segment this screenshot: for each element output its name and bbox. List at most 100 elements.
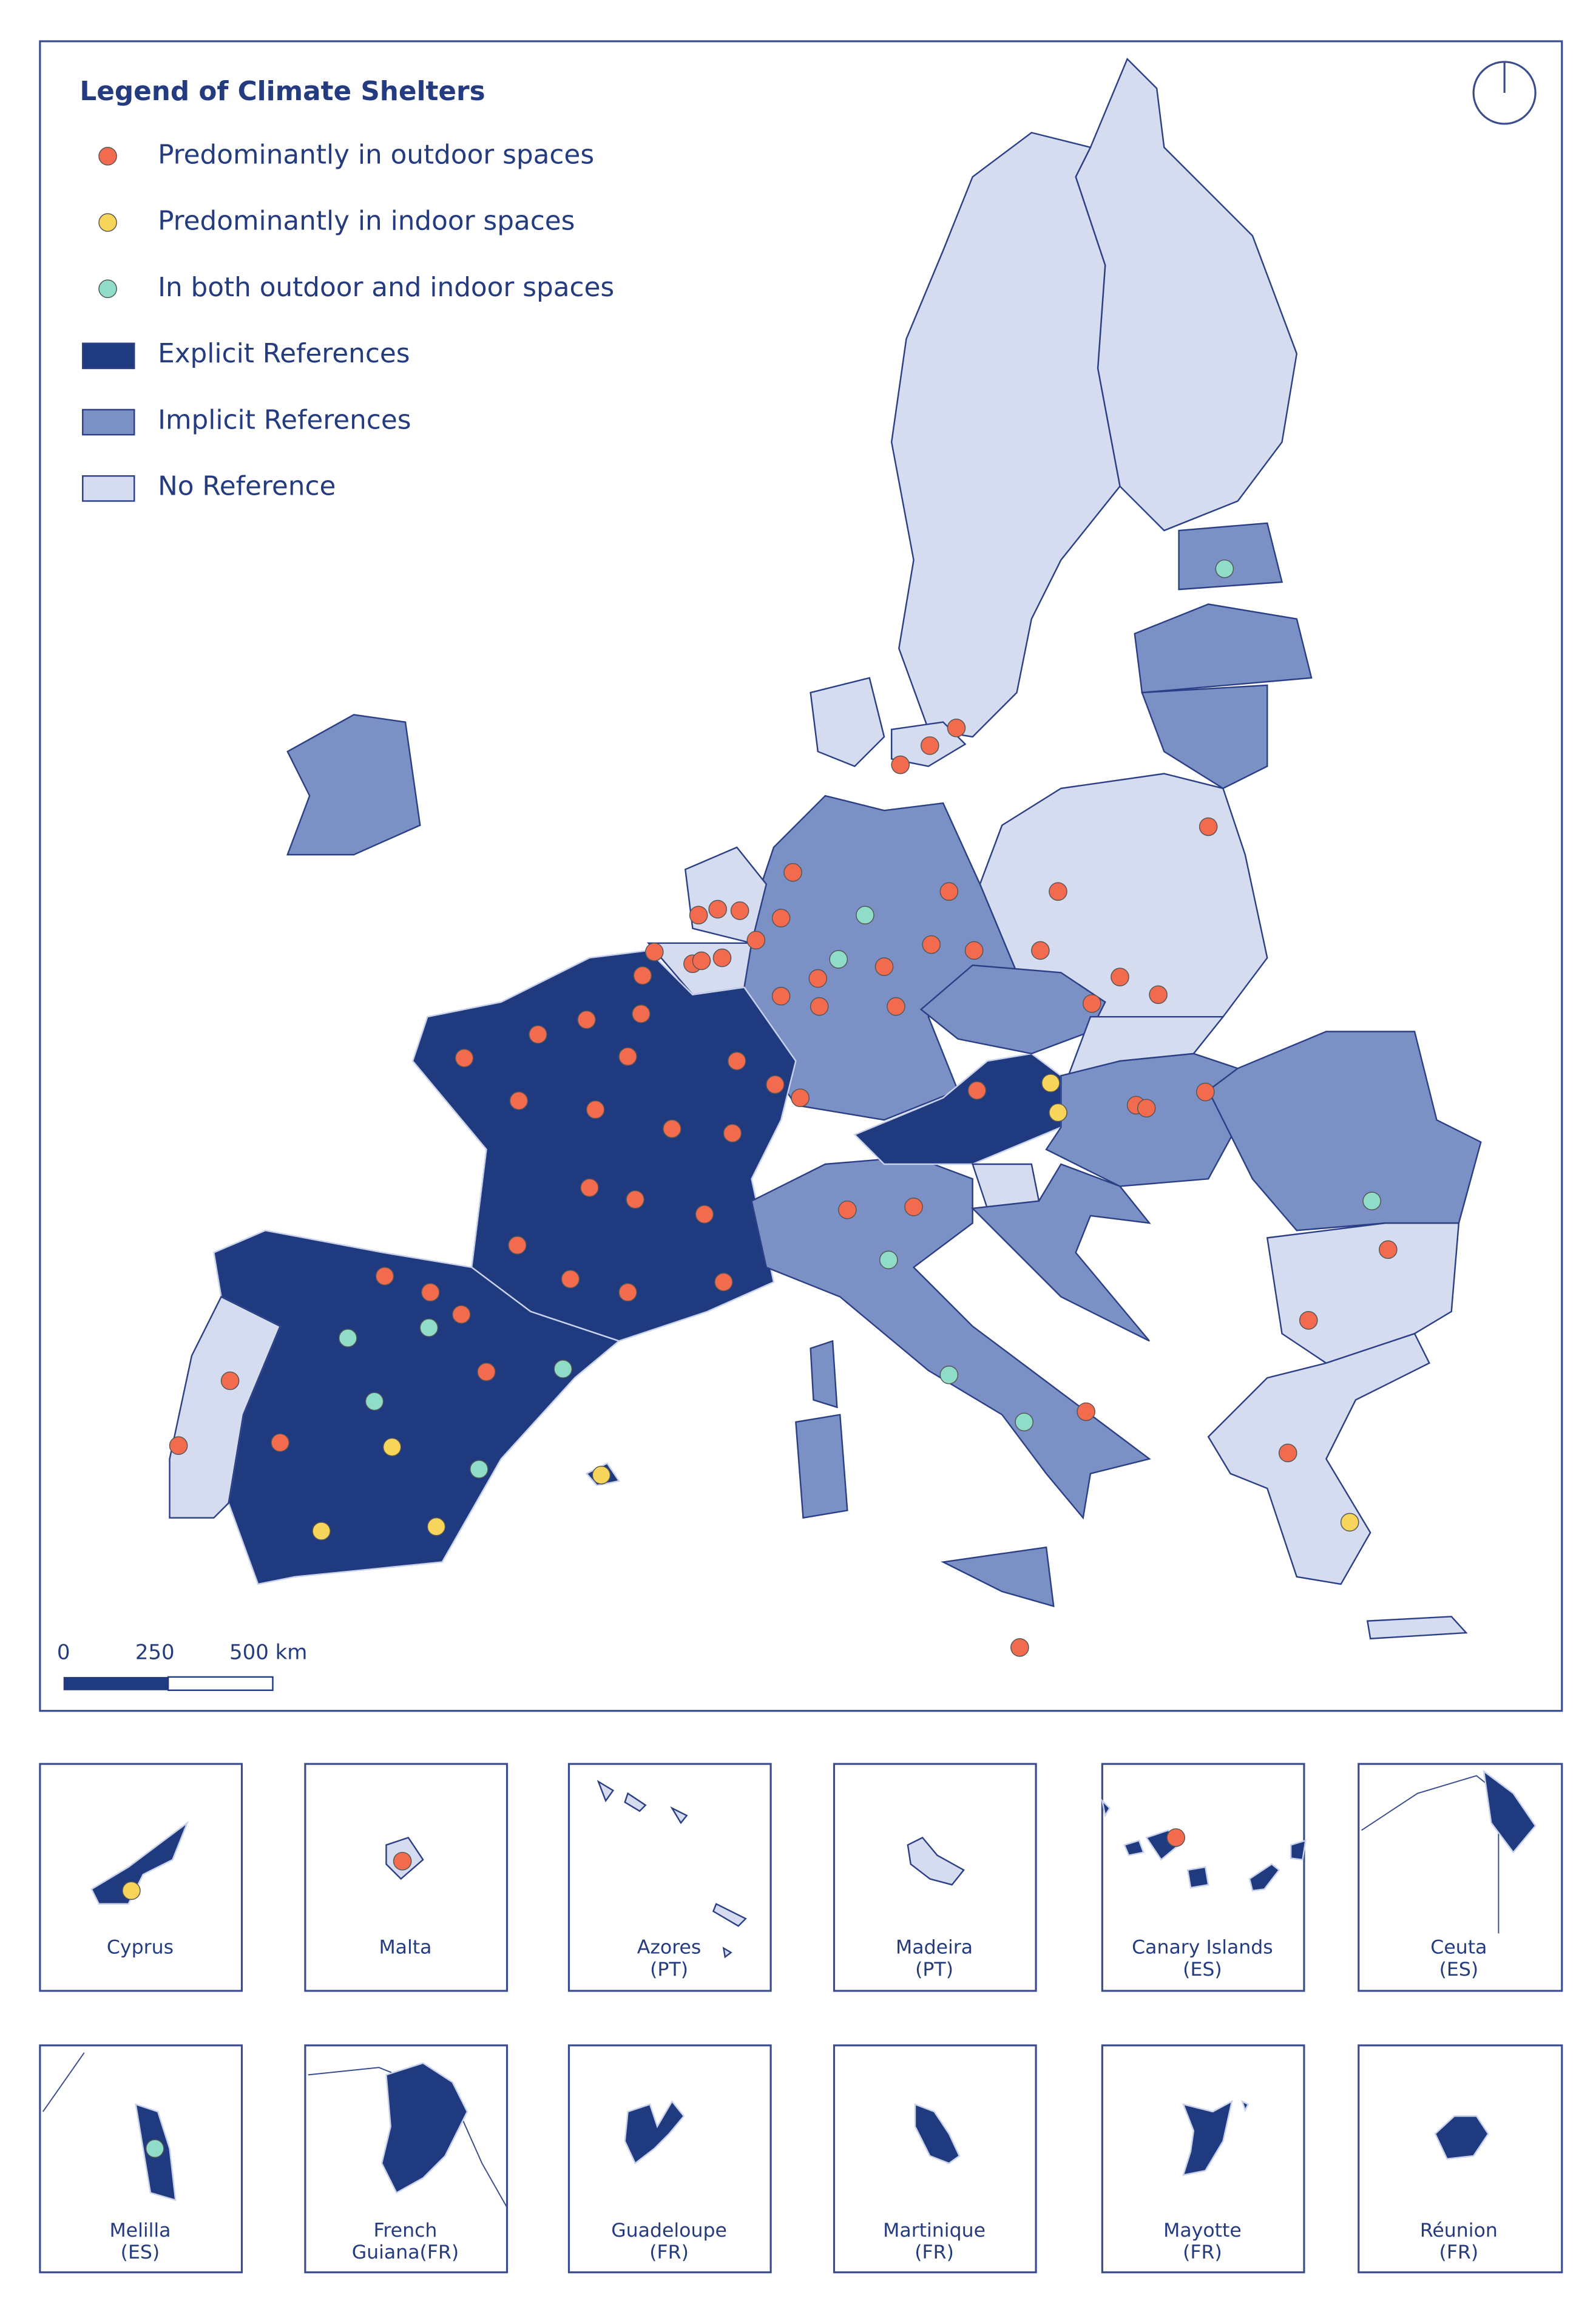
shelter-dot	[692, 951, 711, 971]
shelter-dot	[618, 1047, 637, 1066]
inset-frame	[39, 1763, 243, 1992]
inset-label: Guiana(FR)	[352, 2242, 459, 2263]
legend-label: Implicit References	[158, 404, 411, 435]
shelter-dot	[419, 1318, 439, 1337]
shelter-dot	[1362, 1191, 1381, 1210]
inset-frame	[304, 1763, 509, 1992]
legend	[82, 408, 135, 436]
legend	[82, 475, 135, 502]
country	[810, 677, 885, 767]
shelter-dot	[1340, 1513, 1359, 1532]
shelter-dot	[838, 1200, 857, 1219]
country	[1045, 1052, 1254, 1187]
inset-label: Cyprus	[107, 1937, 174, 1959]
shelter-dot	[1278, 1443, 1297, 1463]
inset-frame	[833, 2044, 1037, 2274]
legend	[98, 279, 117, 299]
country	[795, 1414, 848, 1519]
shelter-dot	[508, 1236, 527, 1255]
inset-frame	[1101, 1763, 1305, 1992]
inset-shape	[1186, 1866, 1209, 1889]
shelter-dot	[169, 1436, 188, 1456]
shelter-dot	[829, 950, 848, 969]
country	[810, 1340, 838, 1409]
inset-shape	[914, 2103, 961, 2164]
country	[890, 132, 1121, 738]
shelter-dot	[626, 1190, 645, 1209]
shelter-dot	[375, 1267, 394, 1286]
inset-shape	[1123, 1839, 1145, 1857]
inset-label: French	[374, 2220, 438, 2242]
country	[1134, 603, 1313, 694]
shelter-dot	[791, 1088, 810, 1108]
inset-shape	[1483, 1769, 1537, 1854]
inset-label: Réunion	[1420, 2220, 1498, 2242]
shelter-dot	[1077, 1402, 1095, 1422]
shelter-dot	[586, 1100, 605, 1119]
shelter-dot	[920, 736, 939, 755]
country	[751, 1156, 1151, 1520]
shelter-dot	[922, 935, 941, 954]
shelter-dot	[632, 1005, 651, 1023]
scale-bar	[63, 1676, 169, 1690]
inset-label: Azores	[637, 1937, 702, 1959]
inset-label: (FR)	[1183, 2242, 1222, 2263]
inset-frame	[1358, 2044, 1563, 2274]
country	[1178, 522, 1283, 591]
inset-shape	[90, 1820, 189, 1905]
shelter-dot	[771, 909, 791, 927]
shelter-dot	[451, 1305, 471, 1324]
legend-label: Predominantly in indoor spaces	[158, 206, 575, 237]
country	[684, 846, 768, 944]
inset-frame	[1358, 1763, 1563, 1992]
shelter-dot	[1149, 985, 1168, 1005]
inset-label: (PT)	[650, 1959, 688, 1981]
inset-shape	[624, 1792, 647, 1812]
inset-shape	[722, 1947, 732, 1959]
shelter-dot	[783, 862, 802, 882]
shelter-dot	[470, 1460, 489, 1479]
shelter-dot	[477, 1363, 496, 1381]
shelter-dot	[663, 1119, 681, 1139]
shelter-dot	[856, 906, 874, 924]
shelter-dot	[712, 948, 732, 968]
shelter-dot	[939, 1365, 959, 1384]
legend-label: Predominantly in outdoor spaces	[158, 139, 594, 170]
inset-label: Mayotte	[1163, 2220, 1242, 2242]
shelter-dot	[689, 906, 708, 924]
country	[971, 1163, 1151, 1342]
shelter-dot	[1379, 1240, 1398, 1259]
shelter-dot	[964, 941, 984, 960]
shelter-dot	[455, 1048, 474, 1068]
inset-shape	[670, 1806, 688, 1825]
inset-frame	[1101, 2044, 1305, 2274]
legend	[98, 213, 117, 232]
scale-label: 250	[135, 1641, 175, 1665]
shelter-dot	[1041, 1074, 1060, 1093]
inset-shape	[1248, 1863, 1280, 1892]
shelter-dot	[427, 1517, 446, 1536]
shelter-dot	[947, 719, 966, 737]
shelter-dot	[509, 1091, 529, 1110]
inset: Cyprus Malta Azores(PT)Madeira(PT)Canary I…	[39, 1763, 1563, 2274]
shelter-dot	[561, 1270, 580, 1289]
inset-label: Melilla	[109, 2220, 171, 2242]
legend-label: No Reference	[158, 471, 336, 502]
inset-label: Canary Islands	[1132, 1937, 1273, 1959]
shelter-dot	[577, 1010, 596, 1029]
shelter-dot	[1049, 1103, 1067, 1122]
shelter-dot	[1166, 1828, 1186, 1847]
shelter-dot	[810, 997, 829, 1016]
shelter-dot	[874, 957, 894, 976]
shelter-dot	[382, 1437, 402, 1457]
legend	[98, 147, 117, 166]
shelter-dot	[714, 1272, 733, 1292]
map-frame	[39, 40, 1563, 1712]
inset-frame	[833, 1763, 1037, 1992]
shelter-dot	[271, 1433, 289, 1452]
coast-line	[42, 2052, 85, 2112]
inset-label: (FR)	[1439, 2242, 1479, 2263]
shelter-dot	[887, 997, 905, 1016]
shelter-dot	[1031, 941, 1050, 960]
country	[286, 714, 421, 856]
